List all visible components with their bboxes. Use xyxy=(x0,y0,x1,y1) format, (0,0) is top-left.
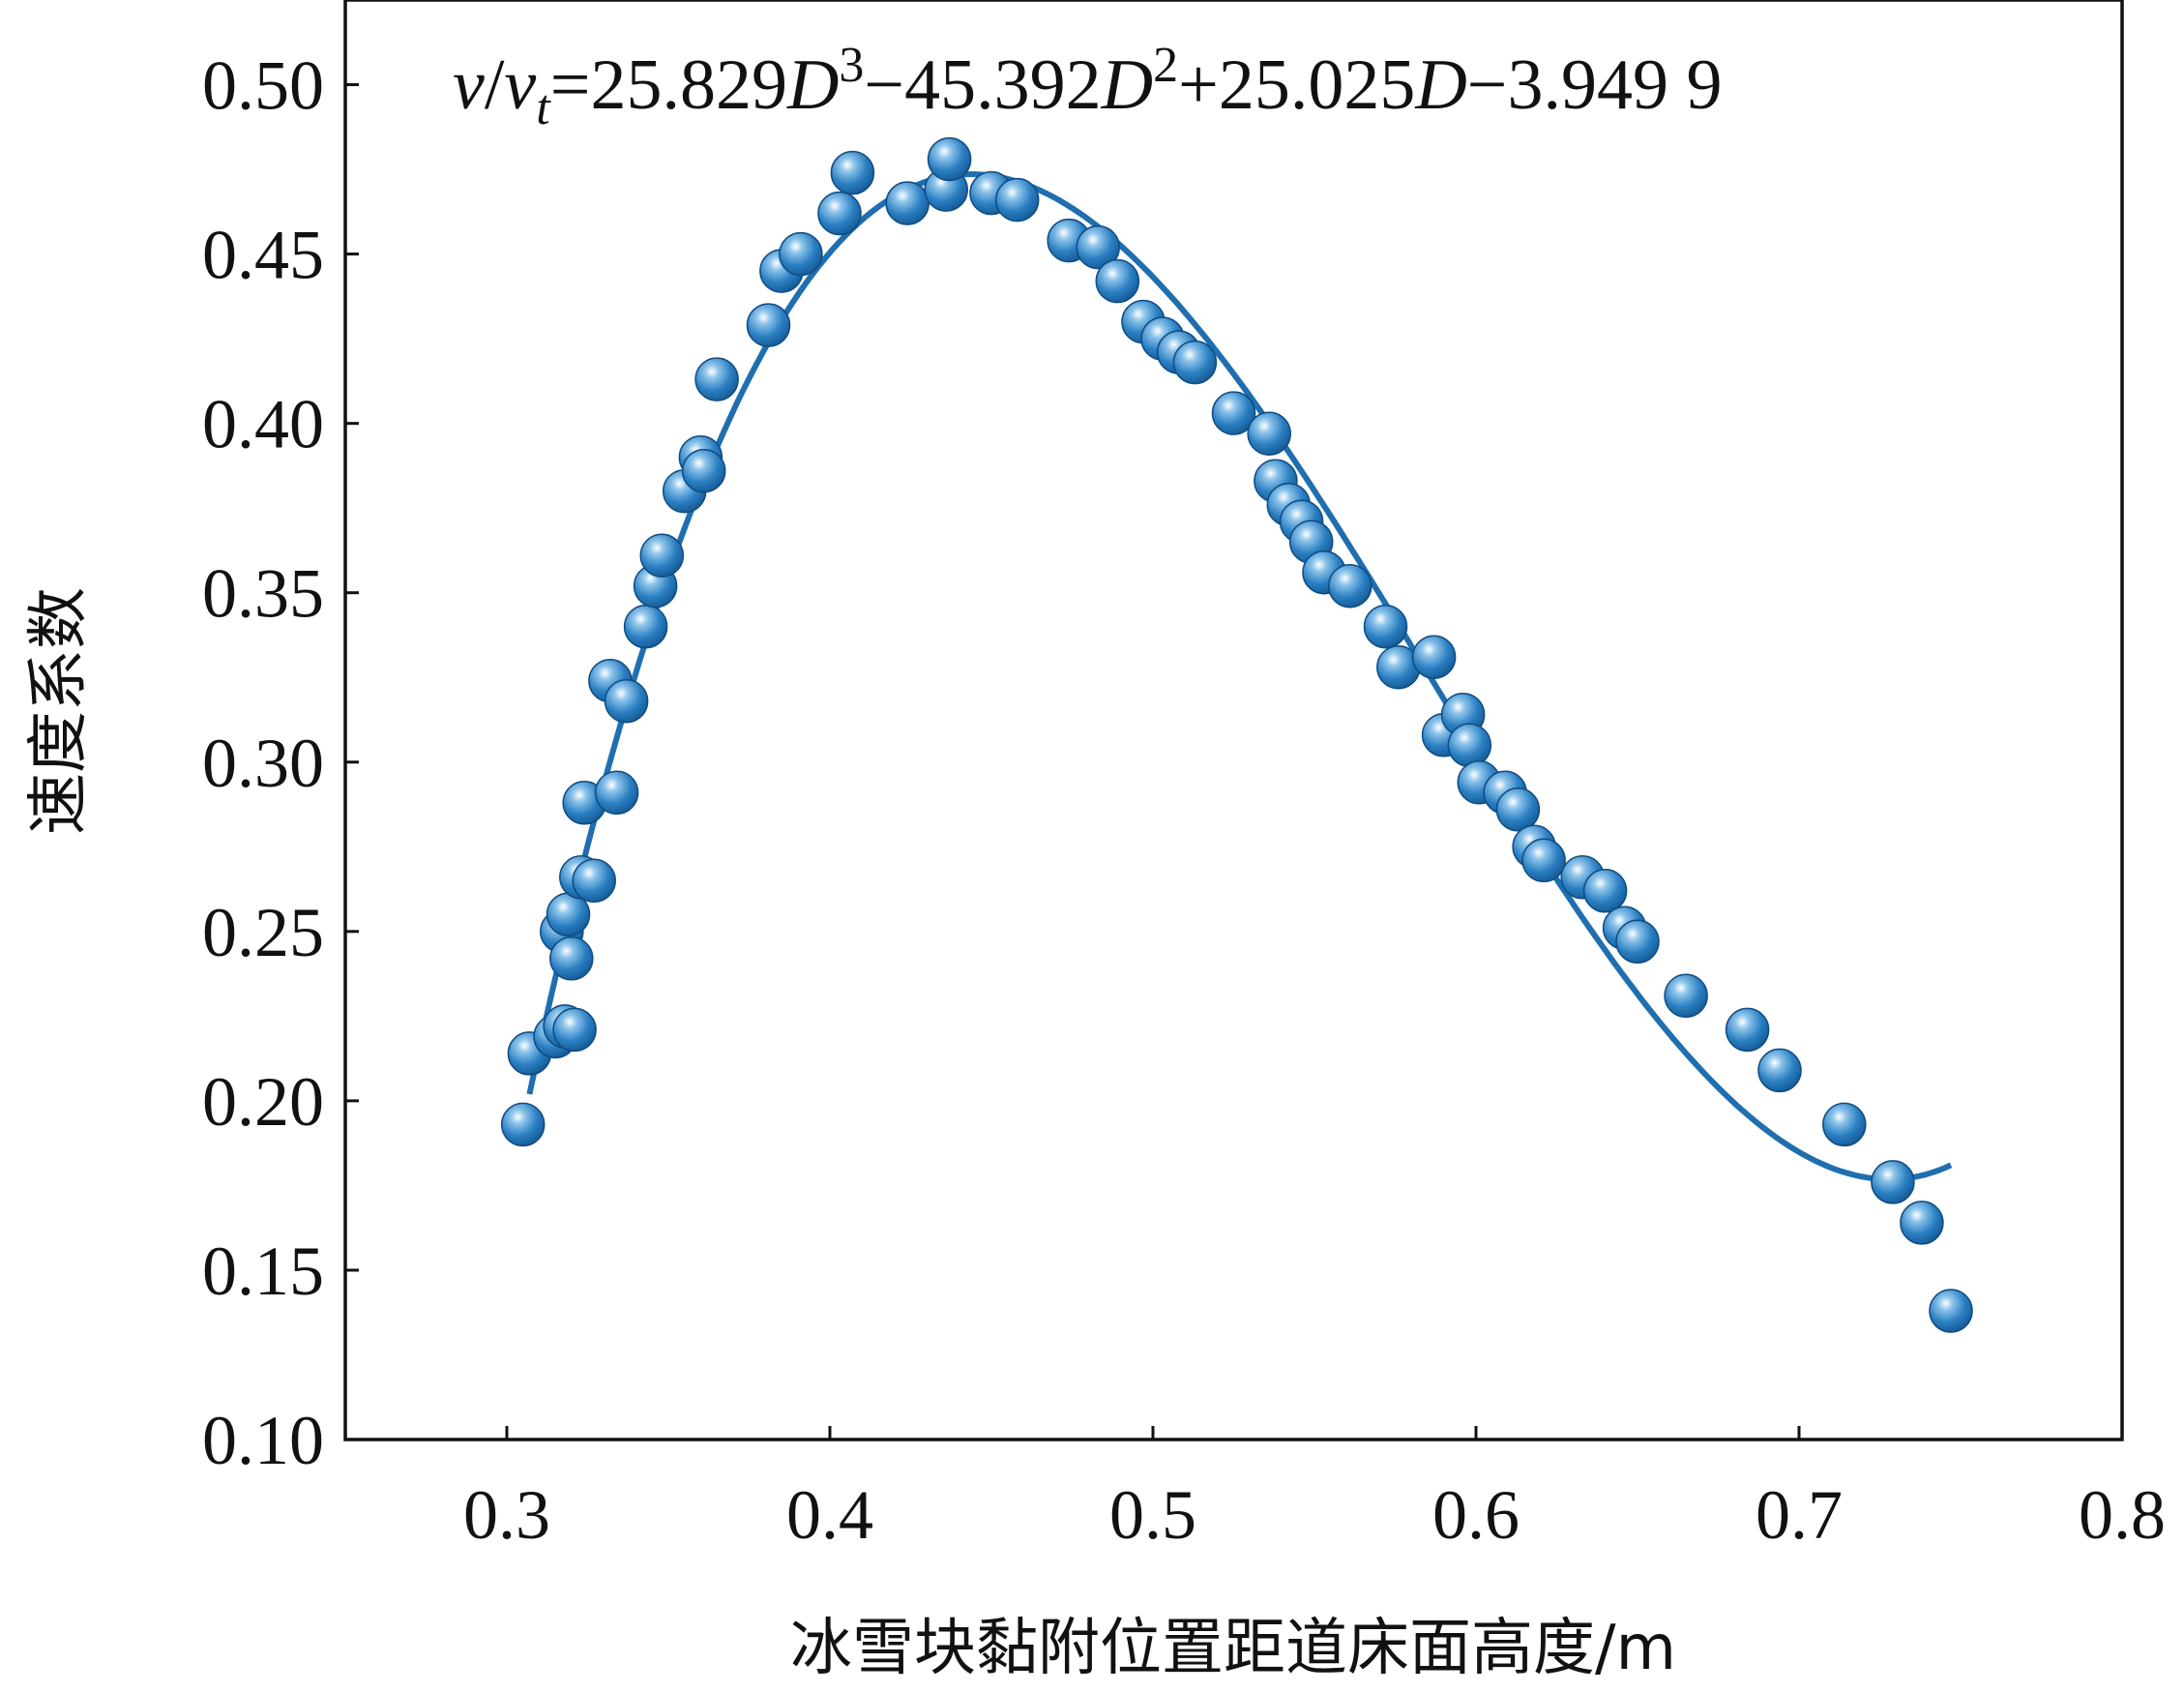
data-point xyxy=(1521,838,1566,883)
x-axis: 0.3 0.4 0.5 0.6 0.7 0.8 xyxy=(463,1426,2166,1554)
data-point xyxy=(1247,411,1291,456)
data-point xyxy=(1871,1160,1915,1204)
y-tick-label: 0.40 xyxy=(202,386,324,463)
y-tick-label: 0.30 xyxy=(202,725,324,802)
y-tick-label: 0.50 xyxy=(202,47,324,125)
data-point xyxy=(1211,391,1256,435)
data-point xyxy=(1900,1201,1944,1245)
data-point xyxy=(549,936,594,981)
y-axis-title: 速度系数 xyxy=(23,587,95,835)
data-point xyxy=(500,1102,546,1147)
x-tick-label: 0.5 xyxy=(1109,1476,1196,1554)
data-point xyxy=(1757,1048,1802,1093)
x-tick-label: 0.7 xyxy=(1756,1476,1843,1554)
data-point xyxy=(994,177,1040,223)
data-point xyxy=(927,136,972,182)
data-point xyxy=(1822,1102,1867,1147)
x-tick-label: 0.8 xyxy=(2079,1476,2166,1554)
data-point xyxy=(830,150,875,195)
data-point xyxy=(1172,340,1218,385)
data-point xyxy=(1725,1007,1770,1053)
y-tick-label: 0.45 xyxy=(202,217,324,294)
data-point xyxy=(552,1007,597,1053)
data-points xyxy=(500,136,1973,1333)
data-point xyxy=(681,448,726,493)
data-point xyxy=(885,181,930,225)
data-point xyxy=(1327,563,1372,609)
data-point xyxy=(1076,224,1120,270)
data-point xyxy=(572,858,616,904)
y-tick-label: 0.10 xyxy=(202,1402,324,1479)
x-axis-title: 冰雪块黏附位置距道床面高度/m xyxy=(790,1613,1676,1684)
data-point xyxy=(604,678,649,724)
data-point xyxy=(1615,919,1660,965)
y-tick-label: 0.20 xyxy=(202,1063,324,1141)
data-point xyxy=(817,191,862,236)
x-tick-label: 0.6 xyxy=(1432,1476,1520,1554)
data-point xyxy=(1582,869,1628,913)
y-axis: 0.10 0.15 0.20 0.25 0.30 0.35 0.40 0.45 0.50 xyxy=(202,47,359,1479)
data-point xyxy=(1664,973,1708,1019)
y-tick-label: 0.15 xyxy=(202,1233,324,1310)
plot-frame xyxy=(343,0,2124,1441)
y-tick-label: 0.35 xyxy=(202,555,324,633)
data-point xyxy=(623,604,668,649)
fit-equation: v/vt=25.829D3−45.392D2+25.025D−3.949 9 xyxy=(453,38,1723,135)
data-point xyxy=(594,770,639,816)
data-point xyxy=(746,303,791,347)
data-point xyxy=(694,357,739,401)
data-point xyxy=(1495,787,1541,832)
x-tick-label: 0.4 xyxy=(786,1476,873,1554)
data-point xyxy=(1363,604,1408,649)
data-point xyxy=(779,231,823,277)
data-point xyxy=(639,533,685,578)
data-point xyxy=(1095,258,1140,304)
x-tick-label: 0.3 xyxy=(463,1476,550,1554)
data-point xyxy=(1447,723,1492,768)
y-tick-label: 0.25 xyxy=(202,894,324,971)
data-point xyxy=(1411,635,1457,679)
data-point xyxy=(1929,1289,1973,1333)
